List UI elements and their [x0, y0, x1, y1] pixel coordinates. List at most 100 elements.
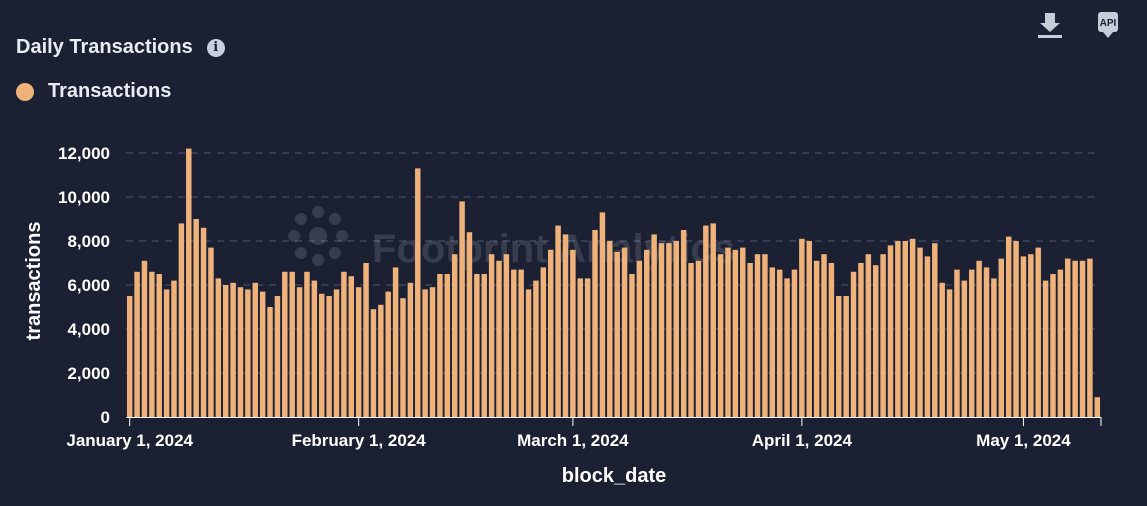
bar[interactable]	[939, 282, 945, 417]
bar[interactable]	[503, 254, 510, 417]
bar[interactable]	[496, 260, 502, 417]
bar[interactable]	[481, 274, 487, 417]
bar[interactable]	[525, 289, 532, 417]
bar[interactable]	[1079, 260, 1086, 417]
bar[interactable]	[555, 225, 561, 417]
bar[interactable]	[126, 296, 133, 417]
bar[interactable]	[1005, 236, 1012, 417]
bar[interactable]	[836, 296, 842, 417]
bar[interactable]	[141, 260, 148, 417]
bar[interactable]	[917, 247, 923, 417]
bar[interactable]	[666, 243, 672, 417]
bar[interactable]	[740, 247, 746, 417]
bar[interactable]	[533, 280, 539, 417]
bar[interactable]	[754, 254, 761, 417]
bar[interactable]	[451, 254, 458, 417]
bar[interactable]	[437, 274, 443, 417]
bar[interactable]	[909, 238, 916, 417]
bar[interactable]	[577, 278, 583, 417]
bar[interactable]	[282, 271, 288, 417]
bar[interactable]	[784, 278, 790, 417]
info-icon[interactable]: i	[206, 38, 225, 57]
bar[interactable]	[983, 267, 990, 417]
bar[interactable]	[680, 230, 687, 417]
bar[interactable]	[407, 282, 414, 417]
bar[interactable]	[488, 254, 495, 417]
bar[interactable]	[932, 243, 938, 417]
bar[interactable]	[592, 230, 598, 417]
bar[interactable]	[621, 247, 628, 417]
bar[interactable]	[208, 247, 214, 417]
bar[interactable]	[378, 304, 384, 417]
legend[interactable]: Transactions	[16, 80, 171, 103]
bar[interactable]	[415, 168, 421, 417]
bar[interactable]	[991, 278, 997, 417]
bar[interactable]	[429, 287, 436, 417]
bar[interactable]	[134, 271, 140, 417]
bar[interactable]	[1035, 247, 1041, 417]
bar[interactable]	[769, 267, 776, 417]
bar[interactable]	[474, 274, 480, 417]
bar[interactable]	[865, 254, 872, 417]
bar[interactable]	[518, 269, 524, 417]
bar[interactable]	[341, 271, 347, 417]
bar[interactable]	[1042, 280, 1049, 417]
bar[interactable]	[969, 269, 975, 417]
bar[interactable]	[570, 249, 576, 417]
bar[interactable]	[695, 260, 702, 417]
api-icon[interactable]: API	[1095, 10, 1123, 40]
bar[interactable]	[813, 260, 820, 417]
bar[interactable]	[725, 247, 731, 417]
bar[interactable]	[230, 282, 236, 417]
bar[interactable]	[688, 263, 694, 417]
bar[interactable]	[511, 269, 517, 417]
bar[interactable]	[828, 263, 835, 417]
bar[interactable]	[400, 298, 406, 417]
download-icon[interactable]	[1036, 10, 1064, 40]
bar[interactable]	[186, 148, 192, 417]
bar[interactable]	[954, 269, 960, 417]
bar[interactable]	[1057, 269, 1064, 417]
bar[interactable]	[311, 280, 318, 417]
bar[interactable]	[791, 269, 798, 417]
bar[interactable]	[1072, 260, 1078, 417]
bar[interactable]	[363, 263, 369, 417]
bar[interactable]	[673, 241, 680, 417]
bar[interactable]	[961, 280, 968, 417]
bar[interactable]	[747, 263, 753, 417]
bar[interactable]	[658, 243, 665, 417]
bar[interactable]	[644, 249, 650, 417]
bar[interactable]	[629, 274, 635, 417]
bar[interactable]	[156, 274, 162, 417]
bar[interactable]	[259, 291, 266, 417]
bar[interactable]	[614, 252, 620, 417]
bar[interactable]	[799, 238, 805, 417]
bar[interactable]	[178, 223, 185, 417]
bar[interactable]	[1050, 274, 1056, 417]
bar[interactable]	[946, 289, 953, 417]
bar[interactable]	[880, 254, 886, 417]
bar[interactable]	[599, 212, 606, 417]
bar[interactable]	[215, 278, 222, 417]
bar[interactable]	[274, 296, 281, 417]
bar[interactable]	[171, 280, 177, 417]
bar[interactable]	[333, 289, 340, 417]
bar[interactable]	[843, 296, 849, 417]
bar[interactable]	[1013, 241, 1019, 417]
bar[interactable]	[998, 258, 1005, 417]
bar[interactable]	[895, 241, 901, 417]
bar[interactable]	[902, 241, 908, 417]
bar[interactable]	[562, 234, 569, 417]
bar[interactable]	[304, 271, 310, 417]
bar[interactable]	[296, 287, 303, 417]
bar[interactable]	[149, 271, 155, 417]
bar[interactable]	[289, 271, 295, 417]
bar[interactable]	[444, 274, 451, 417]
bar[interactable]	[821, 254, 827, 417]
bar[interactable]	[1028, 254, 1034, 417]
bar[interactable]	[267, 307, 273, 417]
bar[interactable]	[1087, 258, 1093, 417]
bar[interactable]	[872, 265, 879, 417]
bar[interactable]	[547, 249, 554, 417]
bar[interactable]	[466, 232, 473, 417]
